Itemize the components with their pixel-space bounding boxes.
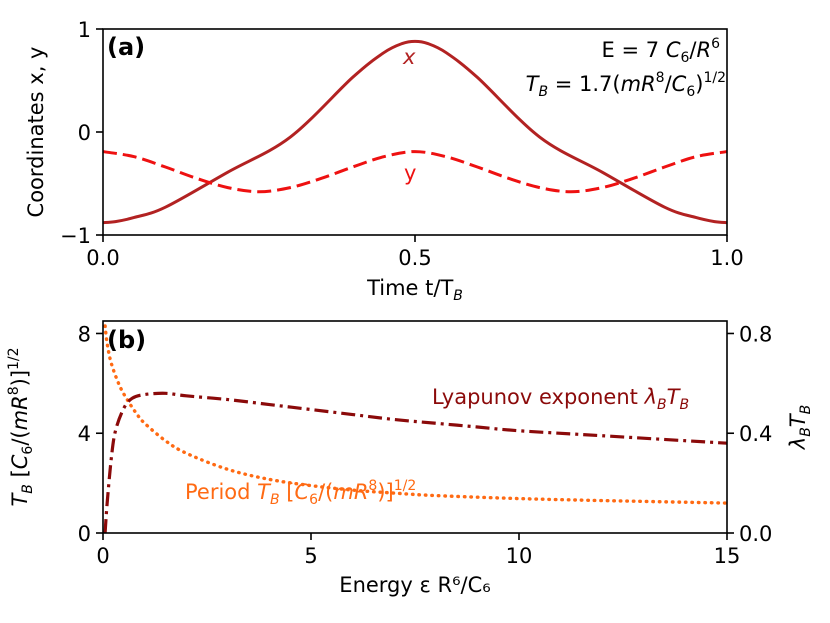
panel-a-y-ticks: −1 0 1 (60, 18, 103, 248)
series-label-period: Period TB [C6/(mR8)]1/2 (185, 478, 416, 508)
panel-a-y-axis-label: Coordinates x, y (24, 47, 48, 218)
panel-a: 0.0 0.5 1.0 −1 0 1 (a) E = 7 C6/R6 TB = 1.7(… (24, 18, 744, 304)
panel-b-right-y-axis-label: λBTB (786, 405, 814, 450)
panel-b-x-axis-label: Energy ε R⁶/C₆ (339, 573, 490, 597)
panel-a-energy-annotation: E = 7 C6/R6 (602, 36, 721, 66)
y-tick-label: −1 (60, 224, 91, 248)
series-line-period (103, 324, 729, 505)
panel-b-left-y-axis-label: TB [C6/(mR8)]1/2 (6, 347, 36, 506)
series-label-lyapunov: Lyapunov exponent λBTB (432, 385, 689, 413)
panel-a-x-axis-label: Time t/TB (366, 276, 463, 304)
left-y-tick-label: 8 (78, 322, 91, 346)
panel-b-x-ticks: 0 5 10 15 (96, 533, 740, 568)
x-tick-label: 10 (506, 544, 533, 568)
x-tick-label: 5 (304, 544, 317, 568)
panel-b-frame (102, 320, 728, 534)
panel-a-series (102, 39, 728, 225)
series-label-x: x (402, 45, 416, 69)
series-line-lyapunov (103, 391, 728, 534)
panel-b: 0 5 10 15 0 4 8 0.0 0.4 0.8 (b) Lyapunov expone… (6, 320, 814, 597)
panel-a-x-ticks: 0.0 0.5 1.0 (86, 235, 744, 270)
panel-b-left-y-ticks: 0 4 8 (78, 322, 103, 546)
left-y-tick-label: 4 (78, 422, 91, 446)
series-label-y: y (404, 161, 416, 185)
panel-b-label: (b) (107, 326, 146, 354)
left-y-tick-label: 0 (78, 522, 91, 546)
series-line-y (102, 150, 728, 194)
x-tick-label: 15 (714, 544, 741, 568)
x-tick-label: 0.0 (86, 246, 119, 270)
right-y-tick-label: 0.0 (739, 522, 772, 546)
panel-a-period-annotation: TB = 1.7(mR8/C6)1/2 (526, 70, 726, 100)
panel-b-series (103, 324, 729, 534)
series-line-x (102, 39, 728, 225)
x-tick-label: 0.5 (398, 246, 431, 270)
right-y-tick-label: 0.4 (739, 422, 772, 446)
panel-b-right-y-ticks: 0.0 0.4 0.8 (727, 322, 772, 546)
x-tick-label: 1.0 (710, 246, 743, 270)
right-y-tick-label: 0.8 (739, 322, 772, 346)
y-tick-label: 0 (78, 121, 91, 145)
x-tick-label: 0 (96, 544, 109, 568)
y-tick-label: 1 (78, 18, 91, 42)
panel-a-label: (a) (107, 33, 145, 61)
